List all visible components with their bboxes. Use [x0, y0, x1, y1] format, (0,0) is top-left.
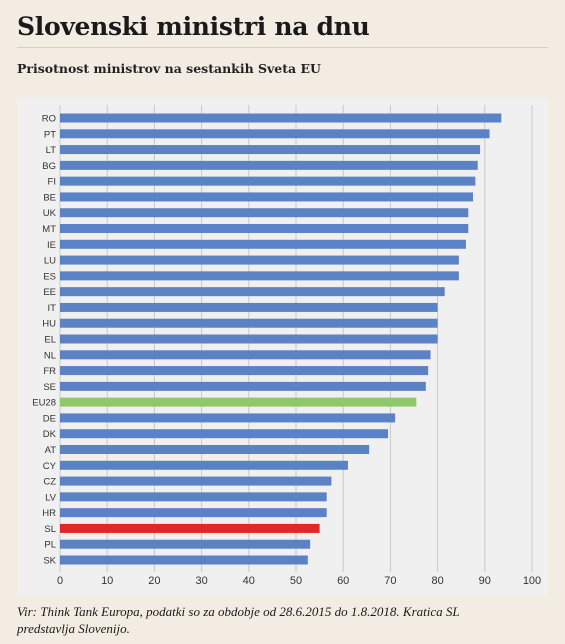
bar-hr: [60, 508, 327, 518]
bar-mt: [60, 224, 469, 233]
category-label-it: IT: [48, 303, 57, 314]
bar-dk: [60, 429, 389, 439]
bar-fr: [60, 366, 429, 376]
bar-uk: [60, 208, 469, 218]
category-label-ro: RO: [42, 114, 56, 125]
category-label-bg: BG: [42, 161, 56, 172]
category-label-hu: HU: [42, 319, 56, 330]
bar-ie: [60, 239, 466, 249]
bar-cz: [60, 476, 332, 486]
bar-sk: [60, 555, 308, 565]
category-label-fr: FR: [43, 366, 56, 377]
title-divider: [17, 47, 548, 48]
bar-fi: [60, 176, 476, 186]
category-label-lv: LV: [45, 492, 57, 503]
bar-at: [60, 445, 370, 454]
category-label-cz: CZ: [43, 477, 56, 488]
category-label-pt: PT: [44, 129, 56, 140]
bar-lt: [60, 145, 481, 155]
bar-eu28: [60, 397, 417, 407]
chart-panel: RO PT LT BG FI BE UK MT IE LU ES EE IT HU EL NL FR SE EU28…: [17, 97, 548, 597]
category-label-fi: FI: [48, 177, 56, 188]
category-label-de: DE: [43, 413, 56, 424]
category-label-hr: HR: [42, 508, 56, 519]
category-label-be: BE: [43, 192, 56, 203]
bar-be: [60, 192, 473, 202]
category-label-es: ES: [43, 271, 56, 282]
category-label-nl: NL: [44, 350, 56, 361]
category-label-uk: UK: [43, 208, 57, 219]
bar-ee: [60, 287, 445, 297]
category-label-el: EL: [44, 335, 56, 346]
category-label-lt: LT: [46, 145, 57, 156]
bar-pl: [60, 539, 311, 549]
category-label-ee: EE: [43, 287, 56, 298]
source-note: Vir: Think Tank Europa, podatki so za ob…: [17, 603, 548, 637]
x-tick-label-70: 70: [384, 575, 396, 587]
bar-chart: RO PT LT BG FI BE UK MT IE LU ES EE IT HU EL NL FR SE EU28…: [32, 105, 541, 587]
category-label-lu: LU: [44, 256, 56, 267]
bar-bg: [60, 160, 478, 170]
category-label-ie: IE: [47, 240, 56, 251]
bar-cy: [60, 460, 348, 470]
x-tick-label-60: 60: [337, 575, 349, 587]
bar-el: [60, 334, 438, 344]
bar-es: [60, 271, 459, 281]
bar-lv: [60, 492, 327, 502]
x-tick-label-40: 40: [243, 575, 255, 587]
bar-it: [60, 302, 438, 312]
x-tick-label-20: 20: [148, 575, 160, 587]
x-tick-label-50: 50: [290, 575, 302, 587]
x-tick-label-80: 80: [431, 575, 443, 587]
category-label-pl: PL: [44, 540, 56, 551]
x-tick-label-10: 10: [101, 575, 113, 587]
bar-pt: [60, 129, 490, 139]
page-subtitle: Prisotnost ministrov na sestankih Sveta …: [17, 61, 321, 76]
source-line-2: predstavlja Slovenijo.: [17, 621, 130, 636]
bar-de: [60, 413, 396, 423]
page-title: Slovenski ministri na dnu: [17, 12, 370, 41]
x-tick-label-100: 100: [523, 575, 541, 587]
category-label-sk: SK: [43, 556, 56, 567]
category-label-sl: SL: [44, 524, 56, 535]
category-label-at: AT: [45, 445, 57, 456]
bar-se: [60, 381, 426, 391]
category-label-cy: CY: [43, 461, 57, 472]
source-line-1: Vir: Think Tank Europa, podatki so za ob…: [17, 604, 460, 619]
x-tick-label-90: 90: [479, 575, 491, 587]
x-tick-label-30: 30: [195, 575, 207, 587]
bar-lu: [60, 255, 459, 265]
bar-sl: [60, 523, 320, 533]
x-tick-label-0: 0: [57, 575, 63, 587]
bar-ro: [60, 113, 502, 123]
bar-nl: [60, 350, 431, 360]
category-label-dk: DK: [43, 429, 57, 440]
bar-hu: [60, 318, 438, 328]
category-label-eu28: EU28: [32, 398, 56, 409]
category-label-se: SE: [43, 382, 56, 393]
category-label-mt: MT: [42, 224, 56, 235]
